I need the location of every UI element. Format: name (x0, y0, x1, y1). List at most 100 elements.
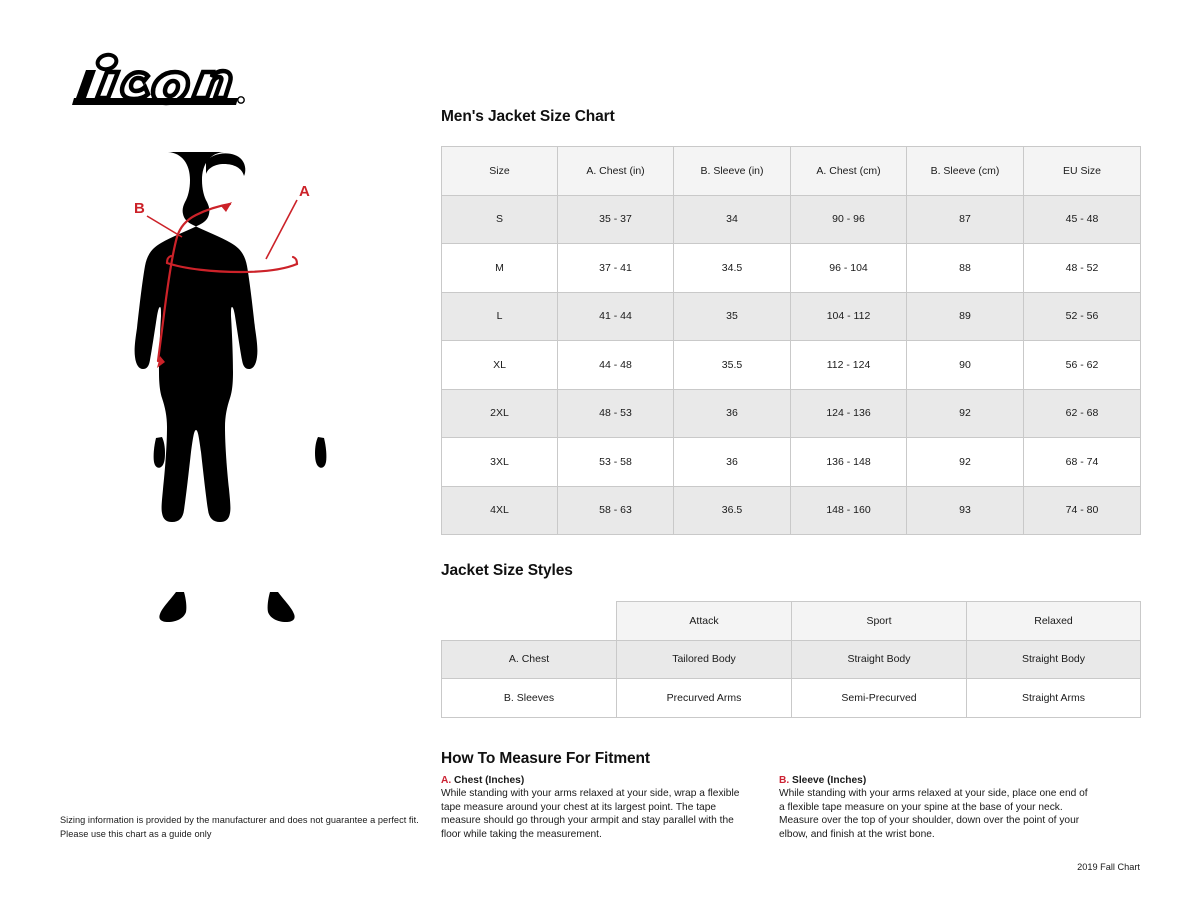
table-row: B. Sleeves Precurved Arms Semi-Precurved… (441, 678, 1141, 718)
cell-sleeve-in: 34.5 (673, 243, 791, 293)
column-header-sleeve-in: B. Sleeve (in) (673, 146, 791, 196)
cell-eu-size: 48 - 52 (1023, 243, 1141, 293)
icon-brand-logo (60, 48, 245, 110)
body-measurement-figure: A B (120, 140, 360, 640)
cell-sleeve-in: 34 (673, 194, 791, 244)
cell-size: 3XL (441, 437, 558, 487)
sizing-disclaimer: Sizing information is provided by the ma… (60, 814, 420, 841)
cell-chest-cm: 124 - 136 (790, 388, 907, 438)
measure-instruction-sleeve: B. Sleeve (Inches) While standing with y… (779, 775, 1089, 841)
label-a-text: A (299, 183, 310, 200)
how-to-measure-title: How To Measure For Fitment (441, 750, 650, 767)
table-row: 4XL 58 - 63 36.5 148 - 160 93 74 - 80 (441, 485, 1141, 535)
cell-chest-cm: 112 - 124 (790, 340, 907, 390)
cell-size: M (441, 243, 558, 293)
disclaimer-line-2: Please use this chart as a guide only (60, 828, 212, 839)
cell-sleeve-in: 36.5 (673, 485, 791, 535)
measure-instruction-chest: A. Chest (Inches) While standing with yo… (441, 775, 751, 841)
how-to-measure-block: A. Chest (Inches) While standing with yo… (441, 775, 1140, 841)
disclaimer-line-1: Sizing information is provided by the ma… (60, 815, 419, 825)
cell-chest-cm: 90 - 96 (790, 194, 907, 244)
cell-sleeve-cm: 87 (906, 194, 1024, 244)
measure-letter-a: A. (441, 775, 452, 786)
measure-body-chest: While standing with your arms relaxed at… (441, 788, 740, 840)
measure-body-sleeve: While standing with your arms relaxed at… (779, 788, 1088, 840)
styles-cell-sport: Semi-Precurved (791, 678, 967, 718)
label-b-leader (146, 215, 183, 238)
table-row: M 37 - 41 34.5 96 - 104 88 48 - 52 (441, 243, 1141, 293)
size-chart-title: Men's Jacket Size Chart (441, 108, 615, 125)
table-row: 3XL 53 - 58 36 136 - 148 92 68 - 74 (441, 437, 1141, 487)
cell-sleeve-in: 36 (673, 437, 791, 487)
styles-cell-attack: Precurved Arms (616, 678, 792, 718)
column-header-chest-in: A. Chest (in) (557, 146, 674, 196)
styles-row-label: A. Chest (441, 639, 617, 679)
table-row: S 35 - 37 34 90 - 96 87 45 - 48 (441, 194, 1141, 244)
column-header-eu-size: EU Size (1023, 146, 1141, 196)
cell-eu-size: 52 - 56 (1023, 291, 1141, 341)
cell-chest-in: 58 - 63 (557, 485, 674, 535)
measure-heading-sleeve: B. Sleeve (Inches) (779, 775, 1089, 786)
cell-sleeve-in: 36 (673, 388, 791, 438)
styles-row-label: B. Sleeves (441, 678, 617, 718)
table-row: L 41 - 44 35 104 - 112 89 52 - 56 (441, 291, 1141, 341)
male-silhouette-shape (134, 152, 327, 622)
column-header-sleeve-cm: B. Sleeve (cm) (906, 146, 1024, 196)
table-row: A. Chest Tailored Body Straight Body Str… (441, 639, 1141, 679)
cell-size: S (441, 194, 558, 244)
left-panel: A B Sizing information is provided by th… (0, 0, 430, 900)
table-row: 2XL 48 - 53 36 124 - 136 92 62 - 68 (441, 388, 1141, 438)
styles-cell-sport: Straight Body (791, 639, 967, 679)
label-a-leader (265, 199, 298, 260)
cell-chest-in: 35 - 37 (557, 194, 674, 244)
cell-sleeve-cm: 89 (906, 291, 1024, 341)
cell-chest-cm: 148 - 160 (790, 485, 907, 535)
column-header-chest-cm: A. Chest (cm) (790, 146, 907, 196)
cell-sleeve-cm: 93 (906, 485, 1024, 535)
measure-heading-chest: A. Chest (Inches) (441, 775, 751, 786)
jacket-size-styles-table: Attack Sport Relaxed A. Chest Tailored B… (441, 601, 1141, 718)
cell-chest-in: 41 - 44 (557, 291, 674, 341)
chest-measure-line (165, 254, 299, 274)
sleeve-arrowhead (221, 202, 232, 212)
label-b-text: B (134, 200, 145, 217)
cell-eu-size: 74 - 80 (1023, 485, 1141, 535)
measure-heading-text-sleeve: Sleeve (Inches) (792, 775, 867, 786)
styles-cell-relaxed: Straight Body (966, 639, 1141, 679)
measure-letter-b: B. (779, 775, 790, 786)
styles-column-attack: Attack (616, 601, 792, 641)
cell-size: L (441, 291, 558, 341)
cell-size: 4XL (441, 485, 558, 535)
right-panel: Men's Jacket Size Chart Size A. Chest (i… (441, 0, 1141, 900)
cell-chest-in: 44 - 48 (557, 340, 674, 390)
cell-sleeve-cm: 90 (906, 340, 1024, 390)
styles-column-sport: Sport (791, 601, 967, 641)
cell-size: XL (441, 340, 558, 390)
styles-cell-relaxed: Straight Arms (966, 678, 1141, 718)
cell-chest-cm: 104 - 112 (790, 291, 907, 341)
cell-sleeve-cm: 88 (906, 243, 1024, 293)
styles-corner-cell (441, 601, 617, 640)
chart-season-label: 2019 Fall Chart (1077, 862, 1140, 872)
cell-eu-size: 45 - 48 (1023, 194, 1141, 244)
table-row: XL 44 - 48 35.5 112 - 124 90 56 - 62 (441, 340, 1141, 390)
measure-heading-text-chest: Chest (Inches) (454, 775, 525, 786)
styles-header-row: Attack Sport Relaxed (441, 601, 1141, 641)
jacket-size-styles-title: Jacket Size Styles (441, 562, 573, 579)
cell-chest-in: 53 - 58 (557, 437, 674, 487)
cell-eu-size: 62 - 68 (1023, 388, 1141, 438)
cell-chest-cm: 96 - 104 (790, 243, 907, 293)
cell-sleeve-cm: 92 (906, 437, 1024, 487)
styles-column-relaxed: Relaxed (966, 601, 1141, 641)
cell-sleeve-in: 35.5 (673, 340, 791, 390)
cell-size: 2XL (441, 388, 558, 438)
column-header-size: Size (441, 146, 558, 196)
cell-eu-size: 56 - 62 (1023, 340, 1141, 390)
sleeve-arrowhead-wrist (157, 356, 165, 368)
cell-chest-cm: 136 - 148 (790, 437, 907, 487)
styles-cell-attack: Tailored Body (616, 639, 792, 679)
cell-chest-in: 37 - 41 (557, 243, 674, 293)
cell-eu-size: 68 - 74 (1023, 437, 1141, 487)
table-header-row: Size A. Chest (in) B. Sleeve (in) A. Che… (441, 146, 1141, 196)
sleeve-measure-line (156, 202, 232, 363)
